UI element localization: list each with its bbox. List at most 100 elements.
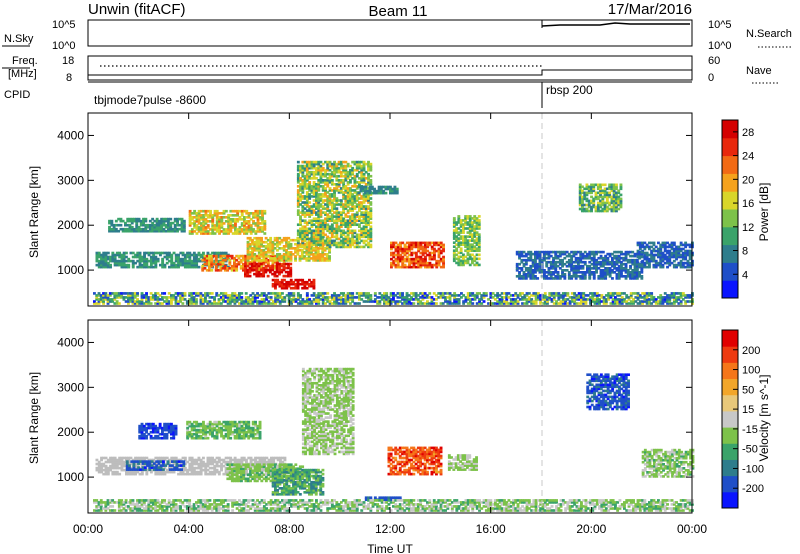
power-cell	[414, 259, 418, 263]
power-cell	[426, 241, 430, 245]
power-cell	[323, 249, 327, 252]
power-cell	[233, 298, 237, 301]
power-cell	[367, 213, 370, 216]
power-cell	[581, 254, 585, 258]
power-cell	[136, 302, 139, 305]
power-cell	[195, 265, 199, 269]
power-cell	[459, 225, 463, 228]
power-cell	[583, 209, 587, 213]
power-cell	[339, 243, 343, 247]
power-cell	[244, 267, 248, 270]
power-cell	[487, 298, 490, 301]
power-cell	[590, 267, 594, 270]
power-cell	[312, 219, 316, 223]
power-cell	[321, 195, 325, 198]
power-cell	[677, 253, 681, 257]
power-cell	[333, 296, 336, 299]
power-cell	[643, 253, 647, 257]
power-cell	[349, 197, 352, 200]
power-cell	[263, 224, 267, 227]
power-cell	[124, 296, 128, 299]
power-cell	[222, 230, 226, 233]
power-cell	[140, 298, 144, 301]
power-cell	[572, 264, 576, 268]
power-cell	[570, 258, 574, 262]
power-cell	[355, 245, 359, 249]
power-cell	[102, 300, 105, 303]
power-cell	[468, 245, 472, 249]
power-cell	[160, 227, 164, 231]
power-cell	[469, 302, 472, 305]
power-cell	[330, 209, 334, 212]
power-cell	[278, 255, 282, 258]
power-cell	[612, 195, 616, 199]
power-cell	[355, 235, 359, 239]
power-cell	[275, 262, 279, 266]
power-cell	[633, 269, 637, 272]
power-cell	[145, 302, 148, 305]
power-cell	[592, 277, 596, 280]
power-cell	[328, 241, 332, 245]
power-cell	[344, 213, 348, 216]
power-cell	[282, 274, 286, 278]
power-cell	[149, 255, 153, 259]
power-cell	[130, 219, 134, 223]
power-cell	[412, 263, 416, 267]
power-cell	[592, 262, 596, 266]
power-cell	[552, 271, 555, 274]
power-cell	[355, 187, 359, 190]
power-cell	[577, 294, 581, 297]
power-cell	[220, 218, 224, 221]
power-cell	[424, 259, 427, 263]
power-cell	[558, 254, 562, 258]
power-cell	[635, 269, 639, 272]
power-cell	[346, 223, 350, 227]
power-cell	[155, 227, 159, 231]
power-cell	[239, 264, 243, 268]
power-cell	[154, 296, 158, 299]
power-cell	[578, 193, 582, 197]
power-cell	[163, 255, 167, 259]
power-cell	[624, 254, 628, 258]
power-cell	[317, 237, 321, 241]
power-cell	[679, 247, 683, 251]
power-cell	[362, 177, 366, 180]
power-cell	[337, 237, 341, 241]
power-cell	[310, 231, 314, 235]
power-cell	[588, 256, 592, 260]
power-cell	[335, 237, 339, 241]
power-cell	[650, 257, 654, 261]
power-cell	[167, 229, 170, 233]
power-cell	[192, 259, 196, 263]
power-cell	[257, 267, 261, 270]
power-cell	[349, 292, 352, 295]
power-cell	[328, 162, 332, 166]
power-cell	[271, 284, 275, 288]
power-cell	[459, 247, 463, 251]
power-cell	[285, 251, 288, 254]
power-cell	[549, 262, 553, 266]
power-cell	[333, 160, 336, 164]
power-cell	[160, 221, 164, 225]
power-cell	[164, 217, 168, 221]
power-cell	[570, 300, 574, 303]
power-cell	[587, 203, 591, 207]
power-cell	[335, 227, 339, 231]
power-cell	[583, 193, 587, 197]
power-cell	[364, 221, 368, 225]
power-cell	[353, 245, 357, 249]
power-cell	[312, 205, 316, 208]
power-cell	[575, 296, 579, 299]
power-cell	[364, 209, 368, 212]
power-cell	[325, 259, 329, 262]
power-cell	[305, 229, 309, 233]
power-cell	[473, 296, 477, 299]
power-cell	[227, 218, 231, 221]
power-cell	[538, 264, 542, 268]
power-cell	[319, 160, 323, 164]
power-cell	[362, 193, 366, 196]
power-cell	[633, 262, 637, 266]
power-cell	[466, 247, 470, 251]
power-cell	[317, 298, 321, 301]
power-cell	[601, 250, 605, 254]
